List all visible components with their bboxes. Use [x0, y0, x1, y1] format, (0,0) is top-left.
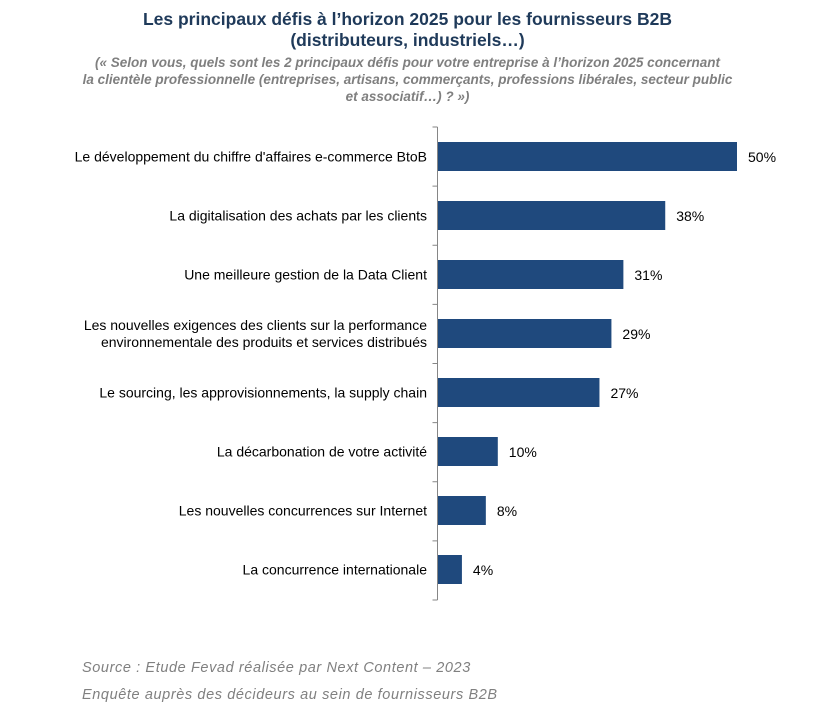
- bar: [438, 319, 612, 348]
- bar: [438, 260, 624, 289]
- category-label-line: Les nouvelles concurrences sur Internet: [178, 502, 427, 518]
- bar: [438, 378, 600, 407]
- category-label: Le développement du chiffre d'affaires e…: [27, 148, 427, 165]
- category-label: La digitalisation des achats par les cli…: [27, 207, 427, 224]
- bar: [438, 142, 737, 171]
- chart-title-line-2: (distributeurs, industriels…): [290, 30, 525, 50]
- source-note: Source : Etude Fevad réalisée par Next C…: [82, 660, 471, 676]
- chart-subtitle-line-2: la clientèle professionnelle (entreprise…: [82, 72, 733, 87]
- value-label: 29%: [622, 325, 651, 342]
- value-label: 8%: [496, 502, 518, 519]
- value-label: 38%: [676, 207, 705, 224]
- survey-note: Enquête auprès des décideurs au sein de …: [82, 687, 498, 703]
- category-label-line: environnementale des produits et service…: [100, 333, 427, 350]
- category-label-line: Le sourcing, les approvisionnements, la …: [99, 384, 427, 400]
- value-label: 10%: [508, 443, 537, 460]
- category-label-line: La concurrence internationale: [242, 561, 427, 577]
- bar: [438, 555, 462, 584]
- bar: [438, 496, 486, 525]
- category-label-line: Une meilleure gestion de la Data Client: [184, 266, 427, 282]
- category-label-line: Le développement du chiffre d'affaires e…: [74, 148, 427, 164]
- value-label: 50%: [748, 148, 777, 165]
- value-label: 31%: [634, 266, 663, 283]
- category-label: La décarbonation de votre activité: [27, 443, 427, 460]
- chart-title: Les principaux défis à l’horizon 2025 po…: [0, 9, 815, 51]
- category-label: La concurrence internationale: [27, 561, 427, 578]
- bar: [438, 201, 666, 230]
- category-label-line: La digitalisation des achats par les cli…: [169, 207, 427, 223]
- category-label: Les nouvelles concurrences sur Internet: [27, 502, 427, 519]
- bar: [438, 437, 498, 466]
- value-label: 4%: [472, 561, 494, 578]
- category-label-line: Les nouvelles exigences des clients sur …: [83, 316, 427, 333]
- category-label: Les nouvelles exigences des clients sur …: [27, 317, 427, 351]
- chart-subtitle-line-1: (« Selon vous, quels sont les 2 principa…: [95, 55, 720, 70]
- chart-subtitle-line-3: et associatif…) ? »): [345, 89, 470, 104]
- chart-title-line-1: Les principaux défis à l’horizon 2025 po…: [142, 9, 673, 29]
- chart-subtitle: (« Selon vous, quels sont les 2 principa…: [40, 54, 775, 105]
- value-label: 27%: [610, 384, 639, 401]
- category-label: Une meilleure gestion de la Data Client: [27, 266, 427, 283]
- category-label: Le sourcing, les approvisionnements, la …: [27, 384, 427, 401]
- category-label-line: La décarbonation de votre activité: [216, 443, 427, 459]
